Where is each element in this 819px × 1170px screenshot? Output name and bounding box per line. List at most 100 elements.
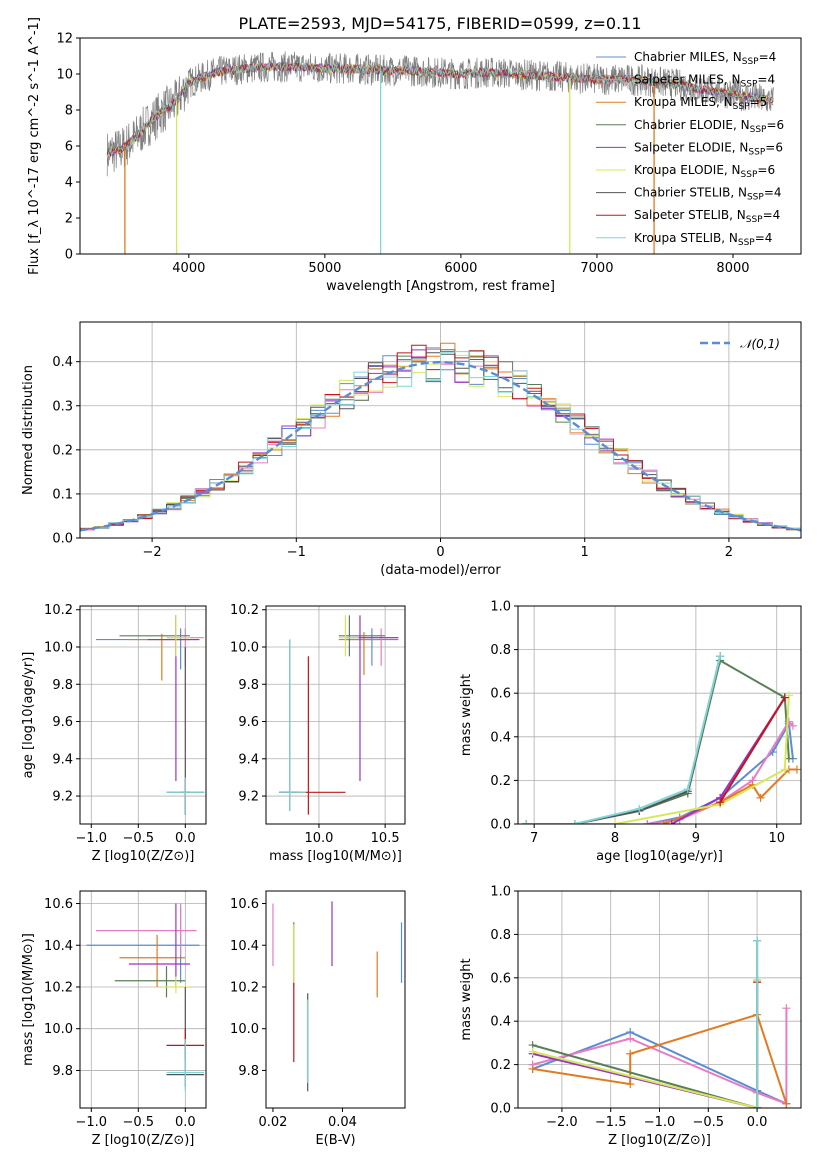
y-tick-label: 10.2 (230, 603, 259, 618)
normal-reference-curve (80, 360, 801, 532)
y-axis-label: Normed distribution (21, 365, 36, 495)
y-tick-label: 0.0 (490, 818, 511, 833)
legend-label: Salpeter ELODIE, NSSP=6 (634, 140, 783, 157)
axes-frame (79, 605, 207, 825)
figure-title: PLATE=2593, MJD=54175, FIBERID=0599, z=0… (238, 14, 641, 33)
y-tick-label: 10.6 (230, 897, 259, 912)
weight-line-salpeter-stelib (719, 697, 786, 803)
axes-frame (265, 605, 406, 825)
x-tick-label: 1 (581, 545, 589, 560)
legend-label: Salpeter STELIB, NSSP=4 (634, 208, 780, 225)
y-tick-label: 10 (56, 68, 73, 83)
x-tick-label: 0.0 (175, 831, 196, 846)
y-axis-label: mass weight (459, 674, 474, 756)
y-tick-label: 1.0 (490, 600, 511, 615)
x-tick-label: −0.5 (123, 1115, 155, 1130)
axes-frame (517, 890, 802, 1109)
y-tick-label: 10.4 (44, 939, 73, 954)
y-tick-label: 9.4 (238, 752, 259, 767)
x-axis-label: mass [log10(M/M⊙)] (269, 849, 402, 864)
legend-subscript: SSP (747, 193, 764, 203)
weight_vs_age-marks (522, 652, 801, 824)
mass_vs_Z-panel (76, 891, 206, 1112)
x-tick-label: −1.0 (75, 1115, 107, 1130)
weight-marker (626, 1034, 635, 1043)
x-tick-label: 7000 (580, 261, 613, 276)
legend-count: =4 (759, 50, 777, 64)
age_vs_mass-marks (279, 615, 399, 815)
weight-line-salpeter-elodie (671, 697, 786, 824)
y-tick-label: 9.6 (52, 715, 73, 730)
x-axis-label: E(B-V) (315, 1133, 355, 1148)
y-tick-label: 9.8 (238, 678, 259, 693)
y-tick-label: 2 (65, 212, 73, 227)
model-spectrum-kroupa-stelib (106, 60, 774, 157)
legend-count: =5 (750, 95, 768, 109)
y-tick-label: 10.6 (44, 897, 73, 912)
y-tick-label: 4 (65, 176, 73, 191)
y-tick-label: 10.0 (44, 640, 73, 655)
y-tick-label: 9.8 (52, 678, 73, 693)
y-tick-label: 10.2 (44, 980, 73, 995)
x-tick-label: 8 (611, 831, 619, 846)
legend-subscript: SSP (742, 57, 759, 67)
y-tick-label: 10.0 (44, 1022, 73, 1037)
weight-marker (792, 765, 801, 774)
weight-marker (528, 1064, 537, 1073)
x-tick-label: 7 (530, 831, 538, 846)
weight-marker (522, 820, 531, 824)
weight-marker (782, 1004, 791, 1013)
model-spectrum-chabrier-stelib (106, 61, 774, 158)
y-tick-label: 8 (65, 104, 73, 119)
weight-line-chabrier-stelib (526, 655, 722, 824)
legend-count: =6 (765, 140, 783, 154)
y-tick-label: 0.3 (52, 399, 73, 414)
legend-subscript: SSP (746, 215, 763, 225)
weight-marker (716, 652, 725, 661)
mass_vs_Z-marks (86, 903, 205, 1092)
y-axis-label: mass [log10(M/M⊙)] (21, 933, 36, 1066)
mass_vs_EBV-marks (272, 901, 403, 1092)
weight-line-kroupa-stelib (526, 655, 722, 824)
y-tick-label: 9.8 (238, 1064, 259, 1079)
y-tick-label: 0.1 (52, 487, 73, 502)
legend-count: =4 (757, 73, 775, 87)
weight-marker (570, 820, 579, 824)
legend-label: Kroupa STELIB, NSSP=4 (634, 231, 772, 248)
x-tick-label: 0.0 (747, 1115, 768, 1130)
weight-marker (683, 785, 692, 794)
x-tick-label: 2 (725, 545, 733, 560)
spectrum-panel (76, 37, 734, 258)
x-tick-label: 9 (692, 831, 700, 846)
mass_vs_EBV-panel (262, 903, 343, 1112)
legend-count: =4 (764, 186, 782, 200)
y-tick-label: 0.4 (490, 730, 511, 745)
y-axis-label: Flux [f_λ 10^-17 erg cm^-2 s^-1 A^-1] (27, 17, 42, 275)
weight-marker (659, 820, 668, 824)
legend-label: 𝒩(0,1) (740, 337, 780, 351)
x-axis-label: wavelength [Angstrom, rest frame] (326, 279, 555, 294)
weight-marker (780, 693, 789, 702)
y-tick-label: 0.6 (490, 687, 511, 702)
weight-marker (784, 691, 793, 700)
legend-label: Salpeter MILES, NSSP=4 (634, 73, 775, 90)
residuals-marks (80, 342, 801, 532)
y-tick-label: 0.2 (52, 443, 73, 458)
legend-label: Kroupa ELODIE, NSSP=6 (634, 163, 775, 180)
x-axis-label: Z [log10(Z/Z⊙)] (92, 1133, 195, 1148)
x-tick-label: −1.5 (595, 1115, 627, 1130)
weight-marker (635, 804, 644, 813)
weight-marker (643, 820, 652, 824)
y-tick-label: 6 (65, 140, 73, 155)
y-tick-label: 9.2 (52, 790, 73, 805)
y-tick-label: 0.2 (490, 1058, 511, 1073)
spectrum-marks (106, 51, 775, 254)
x-tick-label: −0.5 (693, 1115, 725, 1130)
legend-count: =6 (757, 163, 775, 177)
x-tick-label: −1.0 (644, 1115, 676, 1130)
y-tick-label: 0.2 (490, 774, 511, 789)
weight-marker (716, 798, 725, 807)
y-tick-label: 9.4 (52, 752, 73, 767)
x-tick-label: 10.5 (371, 831, 400, 846)
